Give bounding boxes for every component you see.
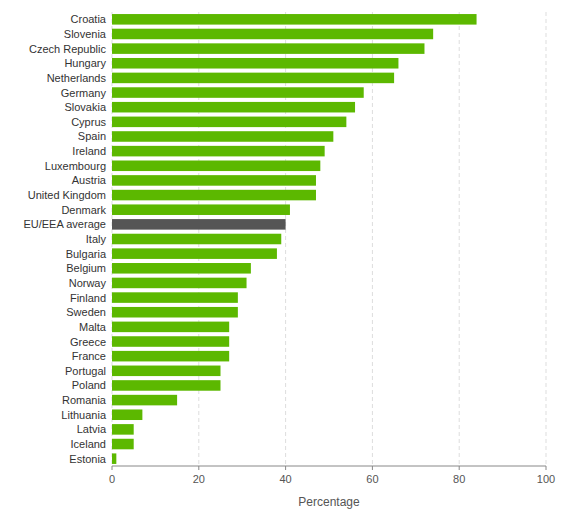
bar [112, 87, 364, 98]
bar [112, 351, 229, 362]
tick-mark [546, 466, 547, 470]
category-label: Belgium [66, 262, 106, 274]
bar [112, 234, 281, 245]
bar [112, 322, 229, 333]
bar [112, 453, 116, 464]
bar [112, 175, 316, 186]
tick-mark [112, 466, 113, 470]
bar [112, 263, 251, 274]
tick-label: 40 [279, 473, 291, 485]
category-label: United Kingdom [28, 189, 106, 201]
bar [112, 395, 177, 406]
category-label: Germany [61, 87, 107, 99]
category-label: Slovenia [64, 28, 107, 40]
tick-label: 80 [453, 473, 465, 485]
category-label: EU/EEA average [23, 218, 106, 230]
category-label: Ireland [72, 145, 106, 157]
bar [112, 117, 346, 128]
category-label: France [72, 350, 106, 362]
bar [112, 336, 229, 347]
bar [112, 366, 221, 377]
bar [112, 424, 134, 435]
tick-label: 100 [537, 473, 555, 485]
bar [112, 219, 286, 230]
grid [112, 12, 546, 466]
category-label: Sweden [66, 306, 106, 318]
tick-mark [285, 466, 286, 470]
category-label: Cyprus [71, 116, 106, 128]
category-label: Poland [72, 379, 106, 391]
bar [112, 161, 320, 172]
x-axis-label: Percentage [298, 495, 360, 509]
category-label: Estonia [69, 453, 107, 465]
category-label: Lithuania [61, 409, 107, 421]
bar [112, 146, 325, 157]
category-label: Luxembourg [45, 160, 106, 172]
category-label: Hungary [64, 57, 106, 69]
bar [112, 409, 142, 420]
category-label: Slovakia [64, 101, 106, 113]
tick-label: 60 [366, 473, 378, 485]
tick-label: 20 [193, 473, 205, 485]
bar [112, 102, 355, 113]
category-label: Romania [62, 394, 107, 406]
bar [112, 14, 477, 25]
bar [112, 131, 333, 142]
category-label: Denmark [61, 204, 106, 216]
category-label: Latvia [77, 423, 107, 435]
category-label: Portugal [65, 365, 106, 377]
category-label: Netherlands [47, 72, 107, 84]
x-axis [112, 466, 546, 467]
bars [112, 14, 477, 464]
bar [112, 58, 398, 69]
bar [112, 278, 247, 289]
grid-line [546, 12, 547, 466]
bar [112, 292, 238, 303]
bar [112, 204, 290, 215]
category-label: Norway [69, 277, 107, 289]
bar [112, 439, 134, 450]
tick-label: 0 [109, 473, 115, 485]
category-label: Greece [70, 336, 106, 348]
bar [112, 248, 277, 259]
bar [112, 307, 238, 318]
bar [112, 190, 316, 201]
chart: 0 20 40 60 80 100 Croatia Slovenia Czech Republi… [0, 0, 568, 518]
tick-mark [459, 466, 460, 470]
category-label: Czech Republic [29, 43, 107, 55]
bar [112, 380, 221, 391]
bar [112, 29, 433, 40]
grid-line [459, 12, 460, 466]
category-label: Italy [86, 233, 107, 245]
category-label: Austria [72, 174, 107, 186]
category-label: Croatia [71, 13, 107, 25]
category-label: Iceland [71, 438, 106, 450]
category-label: Spain [78, 130, 106, 142]
category-label: Bulgaria [66, 248, 107, 260]
tick-mark [198, 466, 199, 470]
bar [112, 73, 394, 84]
tick-mark [372, 466, 373, 470]
bar [112, 43, 424, 54]
category-label: Finland [70, 292, 106, 304]
category-label: Malta [79, 321, 107, 333]
